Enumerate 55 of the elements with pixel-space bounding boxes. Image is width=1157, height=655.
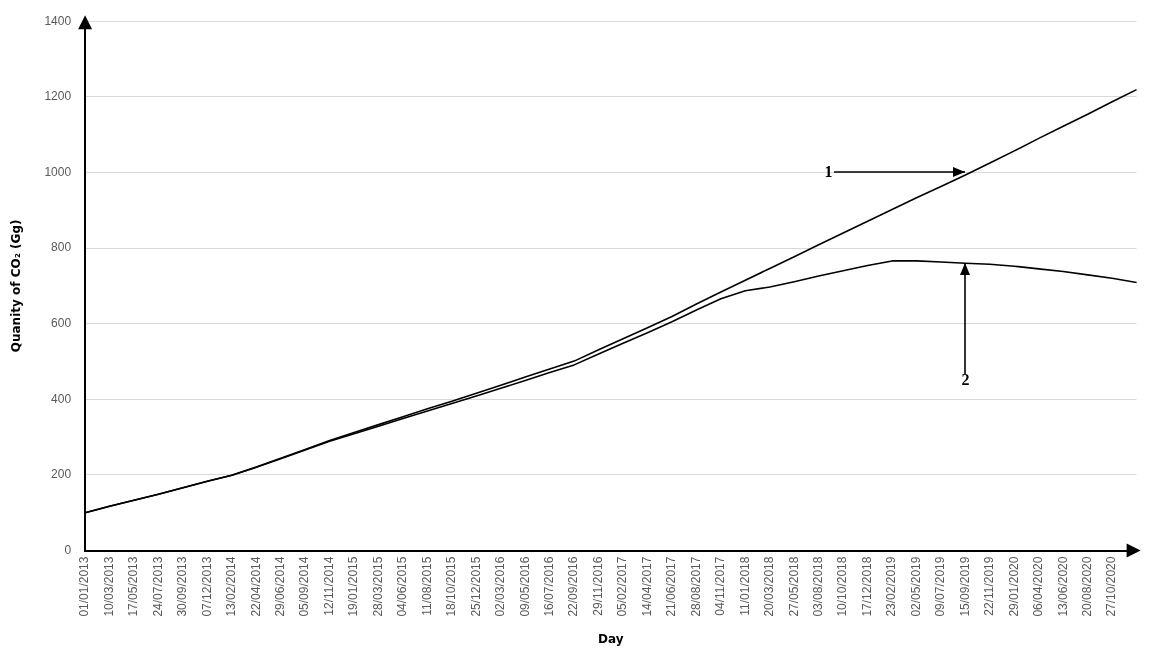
y-tick-label: 200 (51, 467, 72, 482)
x-tick-label: 19/01/2015 (346, 556, 361, 617)
x-tick-label: 27/05/2018 (786, 556, 801, 617)
x-tick-label: 04/06/2015 (395, 556, 410, 617)
x-tick-label: 02/05/2019 (908, 556, 923, 617)
x-tick-label: 22/09/2016 (566, 556, 581, 617)
x-tick-label: 04/11/2017 (713, 556, 728, 616)
x-tick-label: 17/12/2018 (859, 556, 874, 617)
x-tick-label: 12/11/2014 (321, 556, 336, 616)
annotation: 2 (961, 371, 970, 389)
y-tick-label: 1000 (44, 164, 72, 179)
x-tick-label: 15/09/2019 (957, 556, 972, 617)
x-tick-label: 02/03/2016 (493, 556, 508, 617)
x-tick-label: 09/07/2019 (933, 556, 948, 617)
x-tick-label: 23/02/2019 (884, 556, 899, 617)
x-tick-label: 16/07/2016 (542, 556, 557, 617)
x-tick-label: 01/01/2013 (77, 556, 92, 617)
x-tick-label: 13/06/2020 (1055, 556, 1070, 617)
y-tick-label: 0 (64, 542, 72, 557)
x-tick-label: 06/04/2020 (1031, 556, 1046, 617)
annotation: 1 (824, 162, 833, 180)
y-tick-label: 1400 (44, 13, 72, 28)
x-tick-label: 30/09/2013 (175, 556, 190, 617)
x-tick-label: 24/07/2013 (150, 556, 165, 617)
x-tick-label: 11/01/2018 (737, 556, 752, 616)
x-tick-label: 11/08/2015 (419, 556, 434, 616)
x-tick-label: 25/12/2015 (468, 556, 483, 617)
x-tick-label: 21/06/2017 (664, 556, 679, 617)
y-axis-title: Quanity of CO₂ (Gg) (9, 219, 24, 353)
x-tick-label: 28/03/2015 (370, 556, 385, 617)
x-tick-label: 27/10/2020 (1104, 556, 1119, 617)
x-tick-label: 29/11/2016 (590, 556, 605, 616)
x-tick-label: 20/03/2018 (762, 556, 777, 617)
x-tick-label: 05/09/2014 (297, 556, 312, 617)
x-axis-title: Day (598, 631, 624, 646)
x-tick-label: 18/10/2015 (444, 556, 459, 617)
x-tick-label: 20/08/2020 (1080, 556, 1095, 617)
x-tick-label: 29/06/2014 (273, 556, 288, 617)
x-tick-label: 22/11/2019 (982, 556, 997, 616)
y-tick-label: 1200 (44, 89, 72, 104)
x-tick-label: 13/02/2014 (224, 556, 239, 617)
x-tick-label: 22/04/2014 (248, 556, 263, 617)
x-tick-label: 05/02/2017 (615, 556, 630, 617)
y-tick-label: 800 (51, 240, 72, 255)
y-tick-label: 400 (51, 391, 72, 406)
x-tick-label: 17/05/2013 (126, 556, 141, 617)
x-tick-label: 28/08/2017 (688, 556, 703, 617)
x-tick-label: 14/04/2017 (639, 556, 654, 617)
x-tick-label: 10/10/2018 (835, 556, 850, 617)
x-tick-label: 09/05/2016 (517, 556, 532, 617)
x-tick-label: 03/08/2018 (811, 556, 826, 617)
x-tick-label: 07/12/2013 (199, 556, 214, 617)
x-tick-label: 29/01/2020 (1006, 556, 1021, 617)
x-tick-label: 10/03/2013 (101, 556, 116, 617)
y-tick-label: 600 (51, 315, 72, 330)
